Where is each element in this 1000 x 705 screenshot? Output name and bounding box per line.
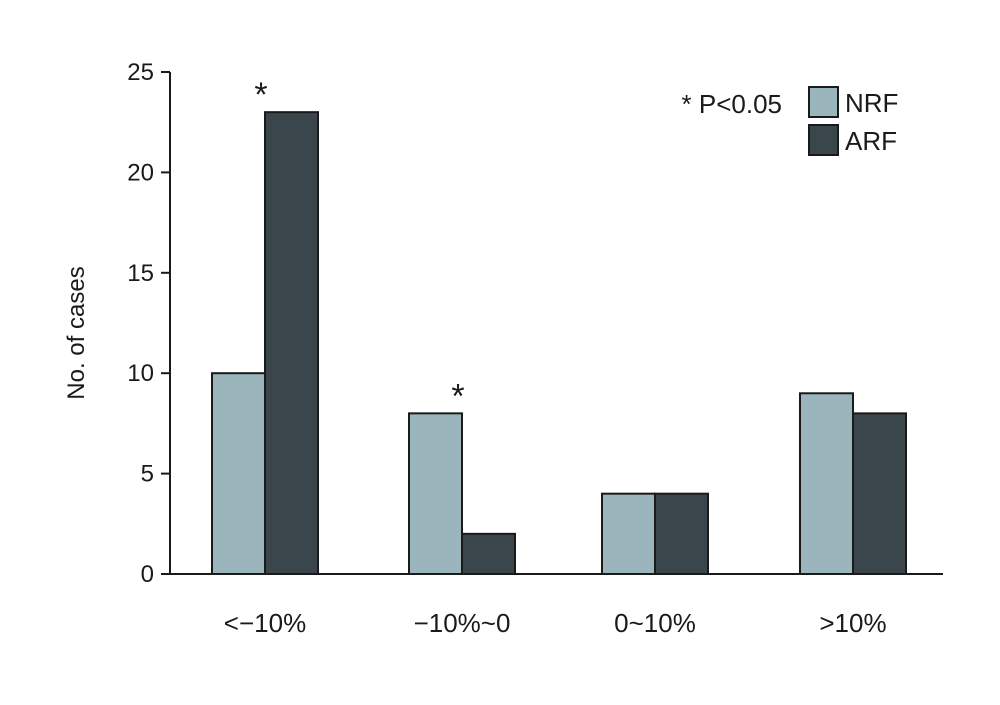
labels: 0 5 10 15 20 25 No. of cases <−10% −10%~0 0~10% >1… (63, 59, 887, 638)
x-tick-label: >10% (819, 608, 886, 638)
x-tick-label: 0~10% (614, 608, 696, 638)
y-tick-label: 0 (141, 561, 154, 588)
legend: * P<0.05 NRF ARF (682, 86, 898, 156)
significance-marker: * (451, 377, 464, 415)
legend-swatch-nrf (808, 86, 839, 118)
bar-arf (264, 111, 319, 575)
significance-note: * P<0.05 (682, 89, 782, 119)
y-tick-label: 15 (127, 260, 154, 287)
x-tick-label: −10%~0 (414, 608, 511, 638)
y-tick-label: 5 (141, 461, 154, 488)
significance-marker: * (254, 76, 267, 114)
bar-arf (852, 412, 907, 575)
y-tick-label: 20 (127, 159, 154, 186)
bars (211, 111, 907, 576)
bar-nrf (601, 492, 656, 575)
legend-label-nrf: NRF (845, 88, 898, 118)
x-tick-label: <−10% (224, 608, 306, 638)
bar-nrf (211, 372, 266, 576)
bar-nrf (799, 392, 854, 575)
bar-arf (461, 532, 516, 576)
y-axis-title: No. of cases (63, 266, 90, 399)
bar-nrf (408, 412, 463, 575)
bar-arf (654, 492, 709, 575)
y-tick-label: 10 (127, 360, 154, 387)
legend-label-arf: ARF (845, 126, 897, 156)
y-tick-label: 25 (127, 59, 154, 86)
legend-swatch-arf (808, 124, 839, 156)
